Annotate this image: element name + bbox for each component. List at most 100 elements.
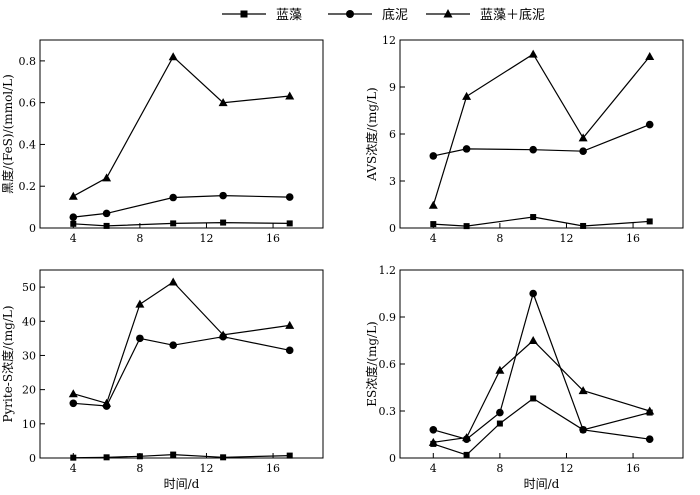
y-tick-label-0: 0 — [389, 452, 396, 465]
ticks: 4 8 12 16 0 0.3 0.6 0.9 1.2 — [379, 264, 641, 475]
y-tick-label-3: 0.6 — [19, 97, 37, 110]
data-point-1 — [462, 433, 472, 442]
x-tick-label-1: 8 — [136, 462, 143, 475]
data-point-5 — [286, 452, 293, 459]
data-point-0 — [70, 454, 77, 461]
data-point-2 — [168, 52, 178, 61]
y-tick-label-3: 30 — [22, 349, 36, 362]
data-point-3 — [528, 336, 538, 344]
series-0 — [70, 219, 293, 229]
data-point-4 — [285, 193, 294, 201]
data-point-0 — [429, 152, 438, 160]
ticks: 4 8 12 16 0 0.2 0.4 0.6 0.8 — [19, 55, 281, 245]
legend-entry-0: 蓝藻 — [222, 8, 302, 23]
data-point-4 — [285, 91, 295, 100]
series-layer — [68, 52, 295, 229]
x-axis-label: 时间/d — [524, 477, 560, 491]
series-2 — [68, 277, 295, 407]
y-tick-label-4: 1.2 — [379, 264, 397, 277]
x-tick-label-2: 12 — [559, 462, 573, 475]
series-layer — [68, 277, 295, 461]
data-point-0 — [68, 389, 78, 398]
data-point-0 — [68, 191, 78, 200]
series-0 — [70, 451, 293, 461]
data-point-2 — [495, 365, 505, 374]
data-point-4 — [220, 454, 227, 461]
data-point-3 — [218, 98, 228, 107]
ticks: 4 8 12 16 0 3 6 9 12 — [382, 34, 640, 245]
x-tick-label-2: 12 — [559, 232, 573, 245]
series-layer — [428, 49, 655, 230]
legend-label-1: 底泥 — [382, 7, 408, 23]
x-tick-label-1: 8 — [136, 232, 143, 245]
data-point-0 — [69, 213, 78, 221]
x-tick-label-0: 4 — [70, 462, 77, 475]
series-line — [73, 336, 290, 407]
y-tick-label-1: 3 — [389, 175, 396, 188]
y-tick-label-3: 0.9 — [379, 311, 397, 324]
legend: 蓝藻 底泥 蓝藻＋底泥 — [222, 7, 545, 23]
data-point-1 — [103, 454, 110, 461]
y-tick-label-3: 9 — [389, 81, 396, 94]
ticks: 4 8 12 16 0 10 20 30 40 50 — [22, 281, 280, 475]
data-point-1 — [102, 398, 112, 407]
y-axis-label: ES浓度/(mg/L) — [364, 321, 379, 406]
data-point-4 — [646, 218, 653, 225]
data-point-2 — [135, 299, 145, 308]
y-tick-label-0: 0 — [29, 222, 36, 235]
series-0 — [430, 214, 653, 230]
panel-pyrite-s: 4 8 12 16 0 10 20 30 40 50 Pyrite-S浓度/(mg/L) 时间/d — [0, 269, 324, 491]
plot-frame — [39, 39, 324, 229]
x-tick-label-2: 12 — [199, 232, 213, 245]
series-2 — [428, 336, 655, 446]
x-tick-label-0: 4 — [430, 462, 437, 475]
data-point-3 — [220, 219, 227, 226]
data-point-5 — [285, 346, 294, 355]
y-tick-label-4: 40 — [22, 315, 36, 328]
data-point-3 — [170, 451, 177, 458]
data-point-3 — [580, 222, 587, 229]
panel-blackness: 4 8 12 16 0 0.2 0.4 0.6 0.8 黑度/(FeS)/(mmol/L) — [0, 39, 324, 245]
y-tick-label-4: 0.8 — [19, 55, 37, 68]
data-point-3 — [168, 277, 178, 286]
x-axis-label: 时间/d — [164, 477, 200, 491]
data-point-4 — [579, 426, 587, 434]
series-line — [433, 339, 650, 443]
y-axis-label: AVS浓度/(mg/L) — [364, 87, 379, 181]
y-tick-label-1: 0.2 — [19, 180, 37, 193]
data-point-5 — [645, 406, 655, 415]
data-point-1 — [102, 173, 112, 182]
x-tick-label-1: 8 — [496, 232, 503, 245]
panel-avs: 4 8 12 16 0 3 6 9 12 AVS浓度/(mg/L) — [364, 34, 684, 245]
legend-entry-2: 蓝藻＋底泥 — [426, 7, 545, 23]
data-point-1 — [462, 145, 471, 153]
y-tick-label-2: 20 — [22, 384, 36, 397]
data-point-0 — [430, 221, 437, 228]
data-point-0 — [69, 399, 78, 408]
data-point-4 — [645, 51, 655, 60]
series-line — [433, 291, 650, 440]
y-axis-label: 黑度/(FeS)/(mmol/L) — [0, 74, 15, 194]
data-point-1 — [102, 209, 111, 218]
panel-es: 4 8 12 16 0 0.3 0.6 0.9 1.2 ES浓度/(mg/L) 时间/d — [364, 264, 684, 491]
data-point-2 — [528, 49, 538, 58]
x-tick-label-3: 16 — [626, 232, 640, 245]
data-point-3 — [169, 341, 177, 350]
x-tick-label-0: 4 — [70, 232, 77, 245]
data-point-5 — [645, 435, 654, 444]
data-point-2 — [530, 214, 537, 221]
data-point-1 — [103, 222, 110, 229]
data-point-3 — [529, 289, 537, 298]
data-point-4 — [578, 386, 588, 395]
series-0 — [430, 395, 653, 458]
series-line — [433, 397, 650, 456]
data-point-4 — [645, 120, 654, 129]
y-tick-label-1: 0.3 — [379, 405, 397, 418]
data-point-5 — [285, 320, 295, 329]
data-point-2 — [170, 220, 177, 227]
series-2 — [428, 49, 655, 209]
data-point-0 — [428, 437, 438, 446]
y-tick-label-4: 12 — [382, 34, 396, 47]
data-point-2 — [529, 145, 537, 154]
